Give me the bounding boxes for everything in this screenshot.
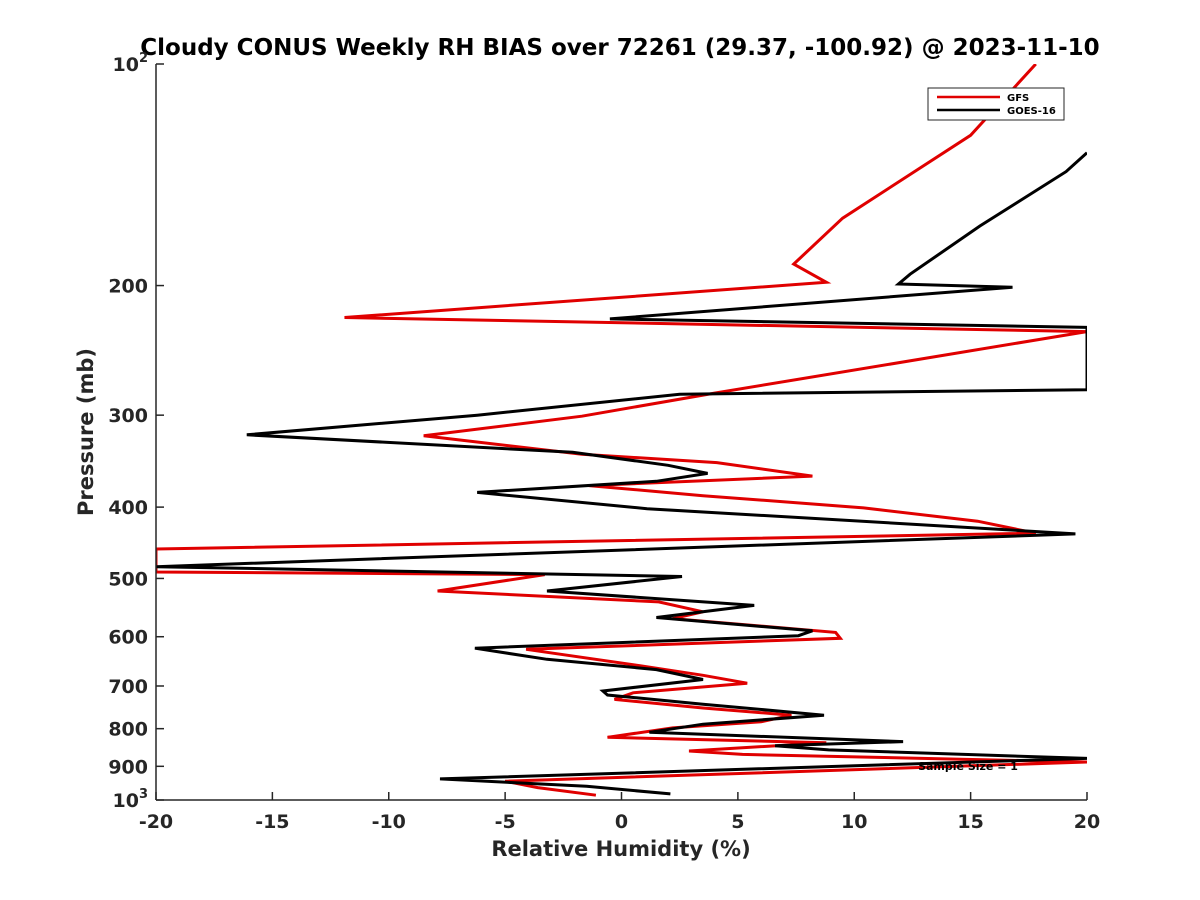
series-line-goes-16 xyxy=(156,151,1087,796)
x-tick-label: -15 xyxy=(255,811,289,833)
y-tick-label: 103 xyxy=(113,787,149,812)
x-tick-label: -10 xyxy=(372,811,406,833)
series-layer xyxy=(156,64,1087,797)
y-tick-label: 300 xyxy=(108,405,148,427)
chart-title: Cloudy CONUS Weekly RH BIAS over 72261 (… xyxy=(140,35,1099,61)
x-axis-label: Relative Humidity (%) xyxy=(491,837,750,861)
x-tick-label: 10 xyxy=(841,811,867,833)
x-tick-label: -5 xyxy=(495,811,516,833)
x-tick-label: 5 xyxy=(731,811,744,833)
y-tick-label: 700 xyxy=(108,676,148,698)
x-tick-label: 0 xyxy=(615,811,628,833)
y-tick-label: 600 xyxy=(108,627,148,649)
y-tick-label: 500 xyxy=(108,568,148,590)
y-tick-label: 102 xyxy=(113,51,149,76)
x-tick-label: -20 xyxy=(139,811,173,833)
x-axis-ticks: -20 -15 -10 -5 0 5 10 15 20 xyxy=(139,792,1100,833)
legend: GFS GOES-16 xyxy=(927,87,1065,121)
y-axis-label: Pressure (mb) xyxy=(74,348,98,516)
y-tick-label: 800 xyxy=(108,719,148,741)
series-line-gfs xyxy=(156,64,1087,797)
x-tick-label: 20 xyxy=(1074,811,1100,833)
legend-box xyxy=(927,87,1065,121)
y-axis-ticks: 102 200 300 400 500 600 700 800 900 103 xyxy=(108,51,164,812)
y-tick-label: 900 xyxy=(108,756,148,778)
y-tick-label: 200 xyxy=(108,276,148,298)
legend-label-gfs: GFS xyxy=(1007,93,1029,104)
sample-size-annotation: Sample Size = 1 xyxy=(918,760,1018,773)
legend-label-goes-16: GOES-16 xyxy=(1007,106,1056,117)
y-tick-label: 400 xyxy=(108,497,148,519)
x-tick-label: 15 xyxy=(957,811,983,833)
